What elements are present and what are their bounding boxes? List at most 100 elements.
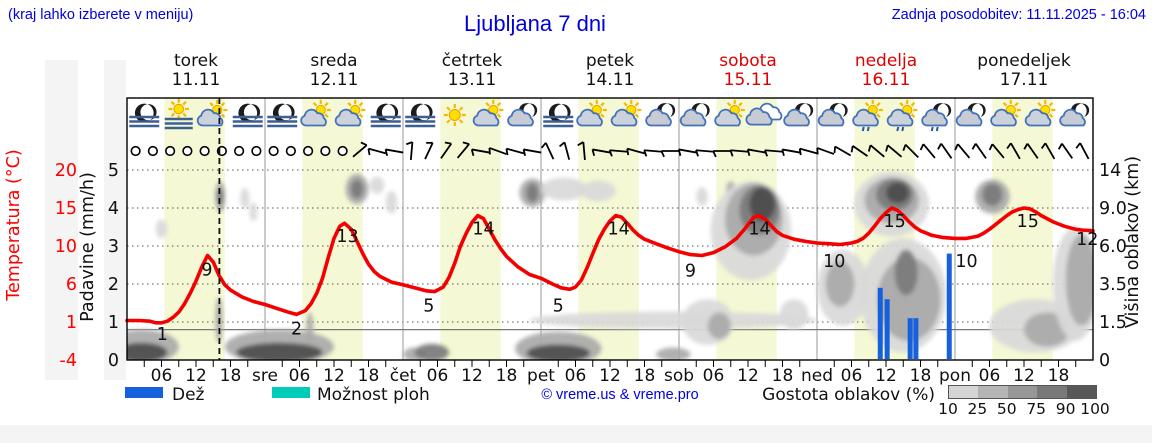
temp-value-label: 10 <box>823 252 845 272</box>
wind-barb-icon <box>1040 142 1056 160</box>
wind-barb-icon <box>695 149 714 157</box>
credit-link[interactable]: © vreme.us & vreme.pro <box>541 387 699 403</box>
temp-value-label: 14 <box>472 220 494 240</box>
day-name: sobota <box>719 51 777 71</box>
x-tick-hour: 06 <box>703 366 725 386</box>
cloud-density-scale <box>948 385 1097 399</box>
wind-barb-icon <box>885 144 903 158</box>
day-date: 11.11 <box>171 70 221 90</box>
day-date: 14.11 <box>585 70 635 90</box>
calm-wind-icon <box>303 145 314 157</box>
x-tick-hour: 18 <box>634 366 656 386</box>
density-segment <box>1007 386 1038 398</box>
day-header: torek 11.11 <box>131 52 261 90</box>
wind-barb-icon <box>798 147 818 156</box>
day-date: 12.11 <box>309 70 359 90</box>
weather-icon-moon-cloud <box>1059 103 1090 127</box>
wind-barb-icon <box>1006 142 1021 160</box>
svg-text:1.5: 1.5 <box>1099 313 1127 333</box>
bg-strip-bottom <box>0 425 1152 443</box>
x-tick-hour: 18 <box>496 366 518 386</box>
temperature-line <box>125 206 1095 325</box>
svg-text:6.0: 6.0 <box>1099 237 1127 257</box>
weather-icon-moon-cloud <box>645 103 676 127</box>
wind-barb-icon <box>440 141 453 159</box>
wind-barbs-row <box>130 141 1090 161</box>
temp-value-label: 14 <box>607 220 629 240</box>
svg-text:20: 20 <box>55 161 77 181</box>
weather-icon-sun-cloud <box>334 99 366 127</box>
weather-icons-row <box>129 98 1090 132</box>
temp-value-label: 1 <box>157 325 168 345</box>
svg-text:2: 2 <box>108 275 119 295</box>
menu-hint: (kraj lahko izberete v meniju) <box>8 7 194 23</box>
wind-barb-icon <box>558 141 571 160</box>
wind-barb-icon <box>919 143 936 159</box>
bg-strip-left-1 <box>45 60 78 380</box>
x-tick-hour: 06 <box>979 366 1001 386</box>
svg-text:1: 1 <box>108 313 119 333</box>
day-name: torek <box>174 51 218 71</box>
x-tick-hour: 06 <box>151 366 173 386</box>
wind-barb-icon <box>367 147 387 156</box>
temp-value-label: 13 <box>336 227 358 247</box>
precip-tick-labels: 5 4 3 2 1 0 <box>108 161 119 371</box>
wind-barb-icon <box>1057 143 1074 159</box>
weather-icon-clouds <box>745 102 783 126</box>
calm-wind-icon <box>234 145 245 157</box>
wind-barb-icon <box>488 147 507 155</box>
wind-barb-icon <box>971 143 987 159</box>
day-header: ponedeljek 17.11 <box>959 52 1089 90</box>
x-tick-hour: 18 <box>358 366 380 386</box>
shower-legend-swatch <box>272 387 310 398</box>
density-segment <box>949 386 979 398</box>
wind-barb-icon <box>643 149 663 157</box>
weather-icon-sun-cloud <box>1024 99 1056 127</box>
wind-barb-icon <box>660 150 680 158</box>
weather-icon-moon-fog <box>232 103 263 128</box>
day-date: 16.11 <box>861 70 911 90</box>
svg-text:-4: -4 <box>60 351 77 371</box>
rain-bars <box>877 253 952 359</box>
temp-tick-labels: 20 15 10 6 1 -4 <box>55 161 77 371</box>
weather-icon-sun-cloud-drizzle <box>886 99 918 132</box>
cloud-shading <box>127 171 1093 360</box>
weather-icon-sun-cloud <box>300 99 331 127</box>
wind-barb-icon <box>867 144 885 158</box>
wind-barb-icon <box>540 142 555 160</box>
day-header: sobota 15.11 <box>683 52 813 90</box>
svg-text:3: 3 <box>108 237 119 257</box>
temp-value-label: 10 <box>955 252 977 272</box>
x-tick-hour: 06 <box>427 366 449 386</box>
temp-value-label: 15 <box>883 212 905 232</box>
weather-icon-sun-cloud-drizzle <box>852 99 883 132</box>
density-tick: 100 <box>1080 400 1110 418</box>
weather-icon-moon-cloud <box>955 103 986 127</box>
wind-barb-icon <box>729 149 749 157</box>
weather-icon-moon-fog <box>129 103 160 128</box>
weather-icon-sun-fog <box>164 98 193 130</box>
wind-barb-icon <box>746 148 766 156</box>
cloud-density-label: Gostota oblakov (%) <box>762 385 935 405</box>
wind-barb-icon <box>577 141 586 161</box>
weather-icon-sun-cloud <box>990 99 1021 127</box>
day-name: četrtek <box>441 51 503 71</box>
temp-value-label: 2 <box>291 319 302 339</box>
svg-text:6: 6 <box>66 275 77 295</box>
day-date: 15.11 <box>723 70 773 90</box>
wind-barb-icon <box>505 147 525 156</box>
svg-text:3.5: 3.5 <box>1099 275 1127 295</box>
calm-wind-icon <box>251 145 262 157</box>
temp-value-label: 9 <box>685 262 696 282</box>
density-tick: 50 <box>996 400 1017 418</box>
x-tick-day: ned <box>801 366 833 386</box>
wind-barb-icon <box>591 148 611 156</box>
density-segment <box>1066 386 1097 398</box>
calm-wind-icon <box>268 145 279 157</box>
density-segment <box>978 386 1008 398</box>
temp-value-label: 14 <box>748 220 770 240</box>
wind-barb-icon <box>1023 143 1039 159</box>
day-header: četrtek 13.11 <box>407 52 537 90</box>
